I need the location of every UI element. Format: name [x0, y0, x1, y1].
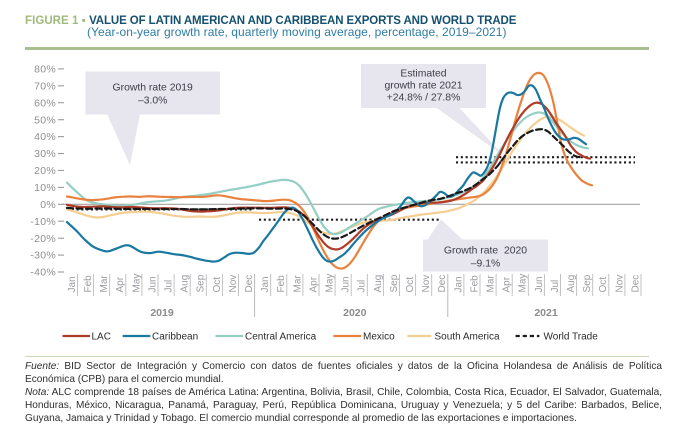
svg-text:Aug: Aug [566, 275, 577, 293]
svg-text:Jul: Jul [164, 280, 175, 293]
svg-text:50%: 50% [34, 114, 56, 126]
svg-text:Oct: Oct [212, 277, 223, 293]
svg-text:Feb: Feb [83, 275, 94, 293]
svg-text:South America: South America [435, 332, 500, 343]
svg-text:Jan: Jan [453, 276, 464, 292]
svg-text:Jul: Jul [357, 280, 368, 293]
svg-text:2021: 2021 [534, 307, 558, 319]
svg-text:Dec: Dec [630, 275, 641, 293]
svg-text:Oct: Oct [598, 277, 609, 293]
svg-text:Aug: Aug [180, 275, 191, 293]
svg-text:70%: 70% [34, 80, 56, 92]
svg-text:Dec: Dec [437, 275, 448, 293]
svg-text:May: May [518, 274, 529, 293]
svg-text:2020: 2020 [343, 307, 367, 319]
svg-text:–3.0%: –3.0% [138, 96, 167, 107]
svg-text:30%: 30% [34, 148, 56, 160]
svg-text:Apr: Apr [308, 276, 319, 292]
svg-text:-40%: -40% [30, 267, 56, 279]
svg-text:-10%: -10% [30, 216, 56, 228]
svg-text:Nov: Nov [421, 275, 432, 293]
svg-text:Oct: Oct [405, 277, 416, 293]
svg-text:20%: 20% [34, 165, 56, 177]
svg-text:growth rate 2021: growth rate 2021 [385, 81, 463, 92]
svg-text:World Trade: World Trade [544, 332, 599, 343]
svg-text:Jun: Jun [534, 276, 545, 292]
svg-text:Jul: Jul [550, 280, 561, 293]
svg-text:Aug: Aug [373, 275, 384, 293]
svg-text:Feb: Feb [276, 275, 287, 293]
svg-text:Apr: Apr [502, 276, 513, 292]
svg-text:40%: 40% [34, 131, 56, 143]
svg-text:–9.1%: –9.1% [471, 259, 500, 270]
svg-text:Sep: Sep [196, 274, 207, 292]
svg-text:Mar: Mar [486, 275, 497, 293]
svg-text:10%: 10% [34, 182, 56, 194]
svg-text:+24.8% / 27.8%: +24.8% / 27.8% [387, 93, 461, 104]
svg-text:Mar: Mar [99, 275, 110, 293]
svg-text:Mexico: Mexico [363, 332, 395, 343]
svg-text:Nov: Nov [228, 275, 239, 293]
svg-text:May: May [131, 274, 142, 293]
svg-text:Estimated: Estimated [400, 69, 446, 80]
svg-text:Sep: Sep [582, 274, 593, 292]
svg-text:Caribbean: Caribbean [152, 332, 198, 343]
svg-text:Jun: Jun [341, 276, 352, 292]
svg-text:Jun: Jun [147, 276, 158, 292]
svg-text:80%: 80% [34, 64, 56, 76]
svg-text:-20%: -20% [30, 233, 56, 245]
svg-text:Central America: Central America [245, 332, 317, 343]
svg-text:May: May [325, 274, 336, 293]
svg-text:60%: 60% [34, 97, 56, 109]
svg-text:LAC: LAC [92, 332, 111, 343]
svg-text:Growth rate 2020: Growth rate 2020 [444, 246, 527, 257]
svg-text:Mar: Mar [292, 275, 303, 293]
svg-text:2019: 2019 [150, 307, 174, 319]
svg-text:Nov: Nov [614, 275, 625, 293]
svg-text:Jan: Jan [67, 276, 78, 292]
svg-text:Feb: Feb [469, 275, 480, 293]
svg-text:0%: 0% [40, 199, 56, 211]
svg-text:-30%: -30% [30, 250, 56, 262]
svg-text:Apr: Apr [115, 276, 126, 292]
svg-text:Growth rate 2019: Growth rate 2019 [113, 83, 194, 94]
svg-text:Jan: Jan [260, 276, 271, 292]
svg-text:Sep: Sep [389, 274, 400, 292]
svg-text:Dec: Dec [244, 275, 255, 293]
